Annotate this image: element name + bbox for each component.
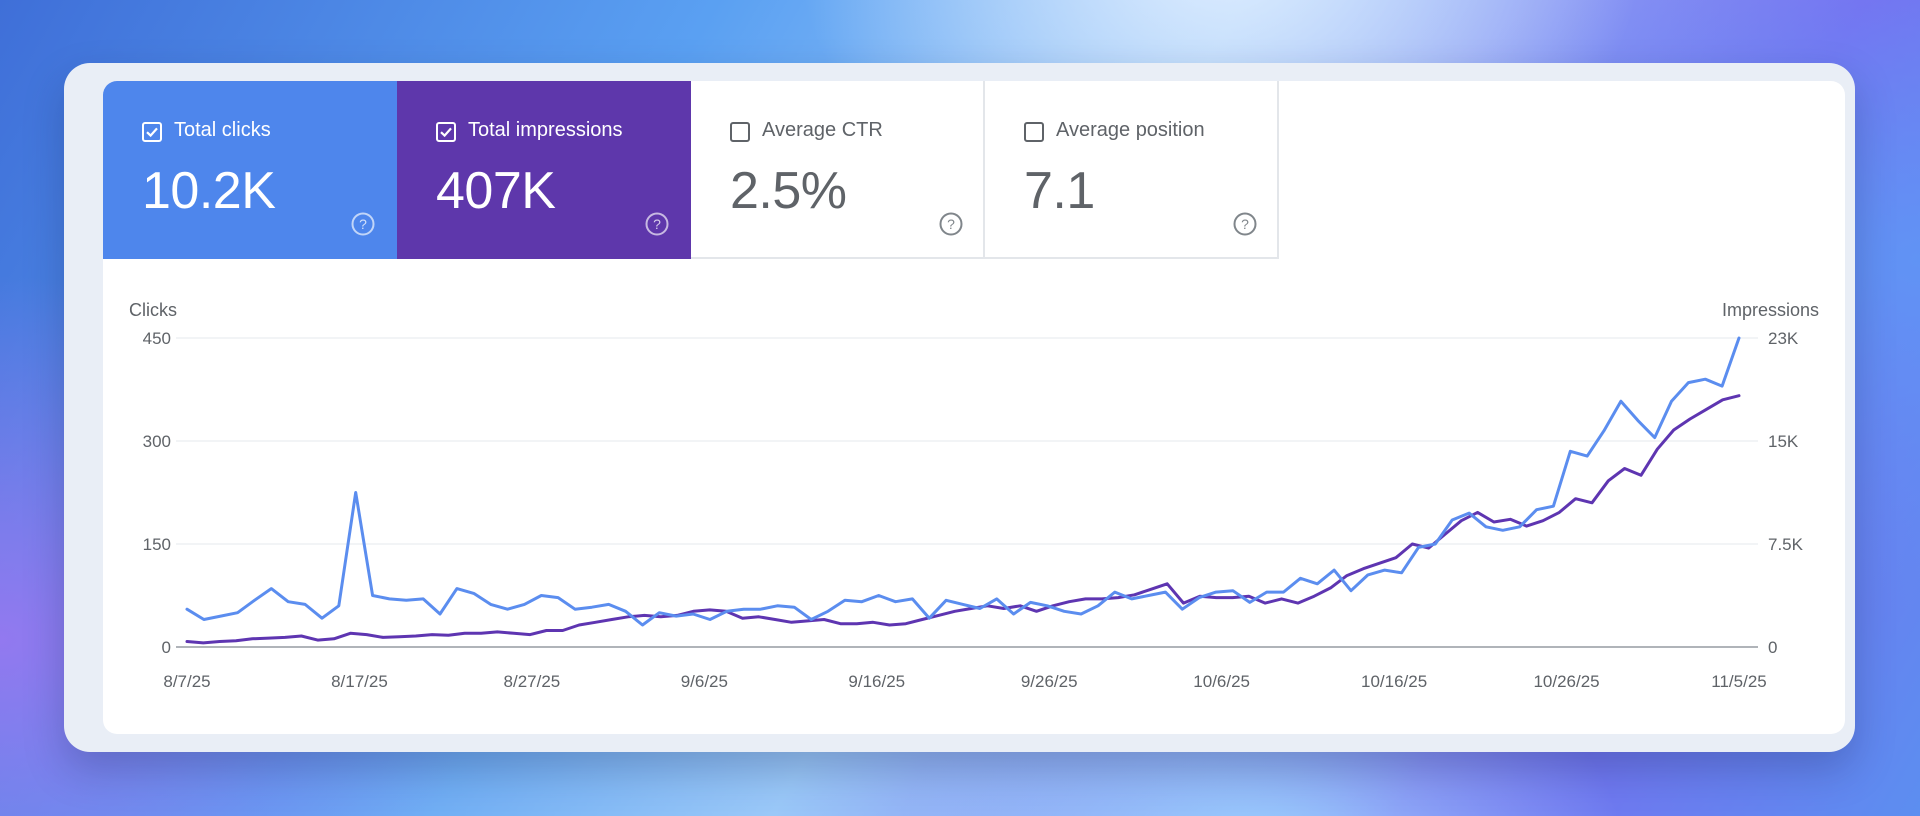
checkbox-average-position[interactable]	[1024, 122, 1044, 142]
metric-value: 407K	[436, 162, 556, 220]
checkmark-icon	[146, 127, 158, 138]
svg-text:?: ?	[1241, 216, 1249, 232]
x-tick-label: 8/17/25	[331, 672, 388, 691]
svg-text:?: ?	[653, 216, 661, 232]
metric-label: Average position	[1056, 119, 1205, 141]
svg-text:?: ?	[947, 216, 955, 232]
right-tick-label: 7.5K	[1768, 535, 1804, 554]
grid-lines	[176, 337, 1758, 648]
metric-value: 7.1	[1024, 162, 1095, 220]
x-tick-label: 9/26/25	[1021, 672, 1078, 691]
metric-label: Total clicks	[174, 119, 271, 141]
x-tick-label: 10/6/25	[1193, 672, 1250, 691]
metric-card-average-ctr[interactable]: Average CTR 2.5% ?	[691, 81, 985, 259]
x-tick-label: 8/27/25	[504, 672, 561, 691]
checkbox-total-impressions[interactable]	[436, 122, 456, 142]
series-line-impressions	[185, 394, 1741, 645]
metric-value: 2.5%	[730, 162, 847, 220]
help-circle-icon[interactable]: ?	[1232, 211, 1258, 237]
right-tick-label: 15K	[1768, 432, 1799, 451]
left-tick-label: 0	[162, 638, 171, 657]
metric-label: Average CTR	[762, 119, 883, 141]
x-tick-label: 10/26/25	[1533, 672, 1599, 691]
x-tick-label: 11/5/25	[1711, 672, 1766, 691]
metric-label: Total impressions	[468, 119, 623, 141]
x-tick-label: 9/16/25	[848, 672, 905, 691]
metric-card-average-position[interactable]: Average position 7.1 ?	[985, 81, 1279, 259]
left-tick-label: 300	[143, 432, 171, 451]
left-axis-ticks: 450 300 150 0	[143, 329, 171, 657]
series-line-clicks	[185, 336, 1741, 627]
right-tick-label: 0	[1768, 638, 1777, 657]
left-axis-label: Clicks	[129, 300, 177, 320]
x-tick-label: 9/6/25	[681, 672, 728, 691]
metric-value: 10.2K	[142, 162, 276, 220]
checkmark-icon	[440, 127, 452, 138]
help-circle-icon[interactable]: ?	[938, 211, 964, 237]
help-circle-icon[interactable]: ?	[350, 211, 376, 237]
svg-text:?: ?	[359, 216, 367, 232]
performance-line-chart: Clicks Impressions 450 300 150 0 23K 15K 7.5K…	[129, 300, 1819, 691]
metric-card-total-clicks[interactable]: Total clicks 10.2K ?	[103, 81, 397, 259]
right-axis-ticks: 23K 15K 7.5K 0	[1768, 329, 1804, 657]
checkbox-total-clicks[interactable]	[142, 122, 162, 142]
x-tick-label: 10/16/25	[1361, 672, 1427, 691]
help-circle-icon[interactable]: ?	[644, 211, 670, 237]
x-axis-ticks: 8/7/25 8/17/25 8/27/25 9/6/25 9/16/25 9/26/25…	[163, 672, 1766, 691]
series-lines	[185, 336, 1741, 645]
checkbox-average-ctr[interactable]	[730, 122, 750, 142]
x-tick-label: 8/7/25	[163, 672, 210, 691]
left-tick-label: 450	[143, 329, 171, 348]
metric-card-total-impressions[interactable]: Total impressions 407K ?	[397, 81, 691, 259]
right-tick-label: 23K	[1768, 329, 1799, 348]
right-axis-label: Impressions	[1722, 300, 1819, 320]
performance-panel: Total clicks 10.2K ? Total impressions 4…	[103, 81, 1845, 734]
left-tick-label: 150	[143, 535, 171, 554]
